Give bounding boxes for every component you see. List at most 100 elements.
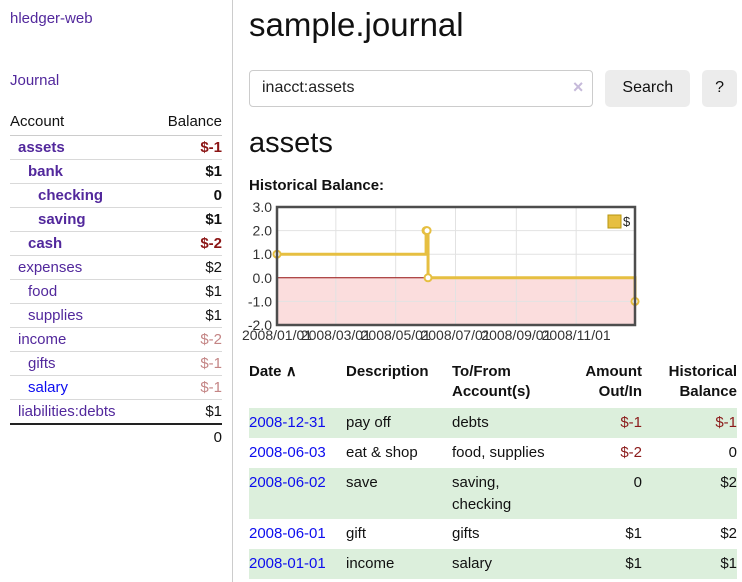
sidebar-account-link[interactable]: liabilities:debts (18, 403, 116, 420)
account-row: cash $-2 (10, 231, 222, 256)
y-axis-tick-label: 1.0 (253, 246, 273, 262)
account-balance: $1 (150, 303, 222, 328)
x-axis-tick-label: 2008/09/01 (481, 327, 551, 343)
register-table: Date ∧ Description To/From Account(s) Am… (249, 360, 737, 579)
sidebar-account-link[interactable]: supplies (28, 307, 84, 324)
historical-balance-chart: 3.0 2.0 1.0 0.0 -1.0 -2.0 2008/01/01 2008/03/01… (242, 199, 737, 346)
account-row: saving $1 (10, 207, 222, 232)
sidebar-account-link[interactable]: salary (28, 379, 69, 396)
y-axis-tick-label: 2.0 (253, 222, 273, 238)
account-balance: $2 (150, 255, 222, 280)
register-header-balance: Historical Balance (668, 362, 737, 401)
transaction-amount: $-2 (620, 444, 642, 462)
transaction-description: income (346, 555, 395, 573)
account-row: supplies $1 (10, 303, 222, 328)
sidebar-account-link[interactable]: checking (38, 187, 104, 204)
help-button[interactable]: ? (702, 69, 737, 107)
accounts-total-row: 0 (10, 423, 222, 450)
sidebar-account-link[interactable]: expenses (18, 259, 83, 276)
accounts-total-balance: 0 (150, 423, 222, 450)
account-row: gifts $-1 (10, 351, 222, 376)
account-row: liabilities:debts $1 (10, 399, 222, 425)
sidebar-account-link[interactable]: saving (38, 211, 86, 228)
account-balance: $1 (150, 279, 222, 304)
transaction-balance: $-1 (715, 414, 737, 432)
y-axis-tick-label: 0.0 (253, 270, 273, 286)
register-row: 2008-06-02 save saving, checking 0 $2 (249, 467, 737, 520)
transaction-date-link[interactable]: 2008-12-31 (249, 414, 326, 432)
legend-label: $ (623, 214, 631, 229)
register-header-date-label: Date (249, 362, 282, 380)
register-header-row: Date ∧ Description To/From Account(s) Am… (249, 360, 737, 409)
chart-title: Historical Balance: (249, 176, 385, 194)
account-row: income $-2 (10, 327, 222, 352)
register-header-amount: Amount Out/In (585, 362, 642, 401)
x-axis-tick-label: 2008/07/01 (420, 327, 490, 343)
search-box: × (249, 69, 594, 107)
transaction-date-link[interactable]: 2008-06-01 (249, 525, 326, 543)
transaction-accounts: saving, checking (452, 473, 512, 513)
x-axis-tick-label: 2008/05/01 (361, 327, 431, 343)
sidebar-account-link[interactable]: food (28, 283, 58, 300)
account-balance: 0 (150, 183, 222, 208)
page-title: sample.journal (249, 6, 464, 43)
account-balance: $1 (150, 207, 222, 232)
account-balance: $-1 (150, 135, 222, 160)
main-content: sample.journal × Search ? assets Histori… (233, 0, 742, 582)
transaction-balance: $1 (720, 555, 737, 573)
account-row: expenses $2 (10, 255, 222, 280)
legend-swatch (607, 214, 622, 229)
accounts-header-balance: Balance (150, 110, 222, 136)
transaction-amount: $-1 (620, 414, 642, 432)
account-balance: $1 (150, 399, 222, 425)
y-axis-tick-label: -1.0 (248, 293, 272, 309)
sidebar-account-link[interactable]: gifts (28, 355, 56, 372)
account-balance: $1 (150, 159, 222, 184)
search-button[interactable]: Search (605, 69, 691, 107)
y-axis-tick-label: -2.0 (248, 317, 272, 333)
register-header-date[interactable]: Date ∧ (249, 360, 346, 409)
transaction-amount: $1 (625, 525, 642, 543)
sidebar-account-link[interactable]: income (18, 331, 67, 348)
transaction-accounts: debts (452, 414, 489, 432)
transaction-description: eat & shop (346, 444, 418, 462)
accounts-header-row: Account Balance (10, 110, 222, 136)
account-balance: $-1 (150, 375, 222, 400)
sidebar-account-link[interactable]: bank (28, 163, 64, 180)
register-row: 2008-12-31 pay off debts $-1 $-1 (249, 408, 737, 439)
y-axis-tick-label: 3.0 (253, 199, 273, 215)
sidebar-account-link[interactable]: assets (18, 139, 65, 156)
transaction-balance: $2 (720, 473, 737, 491)
register-header-accounts: To/From Account(s) (452, 362, 531, 401)
account-row: checking 0 (10, 183, 222, 208)
account-row: bank $1 (10, 159, 222, 184)
transaction-balance: $2 (720, 525, 737, 543)
search-input[interactable] (249, 69, 594, 107)
clear-search-icon[interactable]: × (572, 77, 584, 98)
sidebar-item-journal[interactable]: Journal (10, 72, 60, 89)
account-balance: $-1 (150, 351, 222, 376)
transaction-date-link[interactable]: 2008-06-02 (249, 473, 326, 491)
sidebar: hledger-web Journal Account Balance asse… (0, 0, 233, 582)
transaction-balance: 0 (728, 444, 737, 462)
transaction-accounts: food, supplies (452, 444, 545, 462)
accounts-table: Account Balance assets $-1 bank $1 checking 0… (10, 110, 222, 450)
chart-svg: 3.0 2.0 1.0 0.0 -1.0 -2.02008/01/012008/03/01… (242, 199, 640, 343)
account-balance: $-2 (150, 231, 222, 256)
x-axis-tick-label: 2008/11/01 (542, 327, 611, 343)
app-title-link[interactable]: hledger-web (10, 10, 93, 27)
account-row: salary $-1 (10, 375, 222, 400)
sidebar-account-link[interactable]: cash (28, 235, 63, 252)
transaction-description: save (346, 473, 378, 491)
register-row: 2008-06-03 eat & shop food, supplies $-2 0 (249, 438, 737, 468)
plot-border (275, 205, 637, 327)
search-form: × Search ? (249, 69, 737, 107)
data-point-marker (423, 273, 433, 283)
transaction-date-link[interactable]: 2008-01-01 (249, 555, 326, 573)
account-balance: $-2 (150, 327, 222, 352)
transaction-amount: $1 (625, 555, 642, 573)
account-row: food $1 (10, 279, 222, 304)
transaction-date-link[interactable]: 2008-06-03 (249, 444, 326, 462)
x-axis-tick-label: 2008/01/01 (242, 327, 312, 343)
register-row: 2008-06-01 gift gifts $1 $2 (249, 519, 737, 549)
